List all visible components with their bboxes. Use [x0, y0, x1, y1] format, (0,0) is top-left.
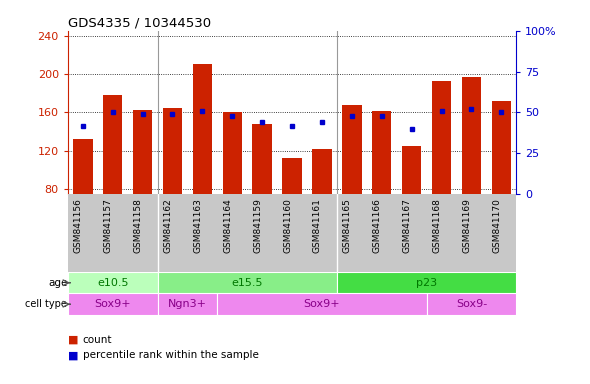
Text: ■: ■: [68, 335, 78, 345]
Bar: [158, 272, 337, 293]
Text: GSM841160: GSM841160: [283, 198, 292, 253]
Bar: [427, 293, 516, 315]
Text: count: count: [83, 335, 112, 345]
Bar: [342, 105, 362, 194]
Text: GSM841166: GSM841166: [373, 198, 382, 253]
Bar: [103, 95, 122, 194]
Bar: [462, 77, 481, 194]
Bar: [68, 272, 158, 293]
Text: Sox9+: Sox9+: [94, 299, 131, 309]
Bar: [432, 81, 451, 194]
Text: GSM841164: GSM841164: [223, 198, 232, 253]
Bar: [402, 146, 421, 194]
Text: Sox9-: Sox9-: [456, 299, 487, 309]
Bar: [491, 101, 511, 194]
Text: cell type: cell type: [25, 299, 67, 309]
Bar: [312, 149, 332, 194]
Text: GSM841156: GSM841156: [74, 198, 83, 253]
Text: GSM841169: GSM841169: [463, 198, 471, 253]
Text: GSM841168: GSM841168: [432, 198, 441, 253]
Bar: [372, 111, 391, 194]
Text: GSM841165: GSM841165: [343, 198, 352, 253]
Bar: [133, 109, 152, 194]
Text: GDS4335 / 10344530: GDS4335 / 10344530: [68, 17, 211, 30]
Text: GSM841170: GSM841170: [492, 198, 502, 253]
Text: Sox9+: Sox9+: [304, 299, 340, 309]
Text: GSM841159: GSM841159: [253, 198, 262, 253]
Text: GSM841158: GSM841158: [133, 198, 143, 253]
Text: GSM841167: GSM841167: [402, 198, 412, 253]
Text: ■: ■: [68, 350, 78, 360]
Text: GSM841162: GSM841162: [163, 198, 172, 253]
Bar: [337, 272, 516, 293]
Text: Ngn3+: Ngn3+: [168, 299, 207, 309]
Text: GSM841163: GSM841163: [194, 198, 202, 253]
Bar: [283, 158, 301, 194]
Bar: [222, 113, 242, 194]
Text: e10.5: e10.5: [97, 278, 129, 288]
Bar: [253, 124, 272, 194]
Bar: [163, 108, 182, 194]
Text: GSM841161: GSM841161: [313, 198, 322, 253]
Bar: [73, 139, 93, 194]
Bar: [217, 293, 427, 315]
Bar: [68, 293, 158, 315]
Text: percentile rank within the sample: percentile rank within the sample: [83, 350, 258, 360]
Bar: [193, 65, 212, 194]
Bar: [158, 293, 217, 315]
Text: age: age: [48, 278, 67, 288]
Text: p23: p23: [416, 278, 437, 288]
Text: e15.5: e15.5: [231, 278, 263, 288]
Text: GSM841157: GSM841157: [104, 198, 113, 253]
